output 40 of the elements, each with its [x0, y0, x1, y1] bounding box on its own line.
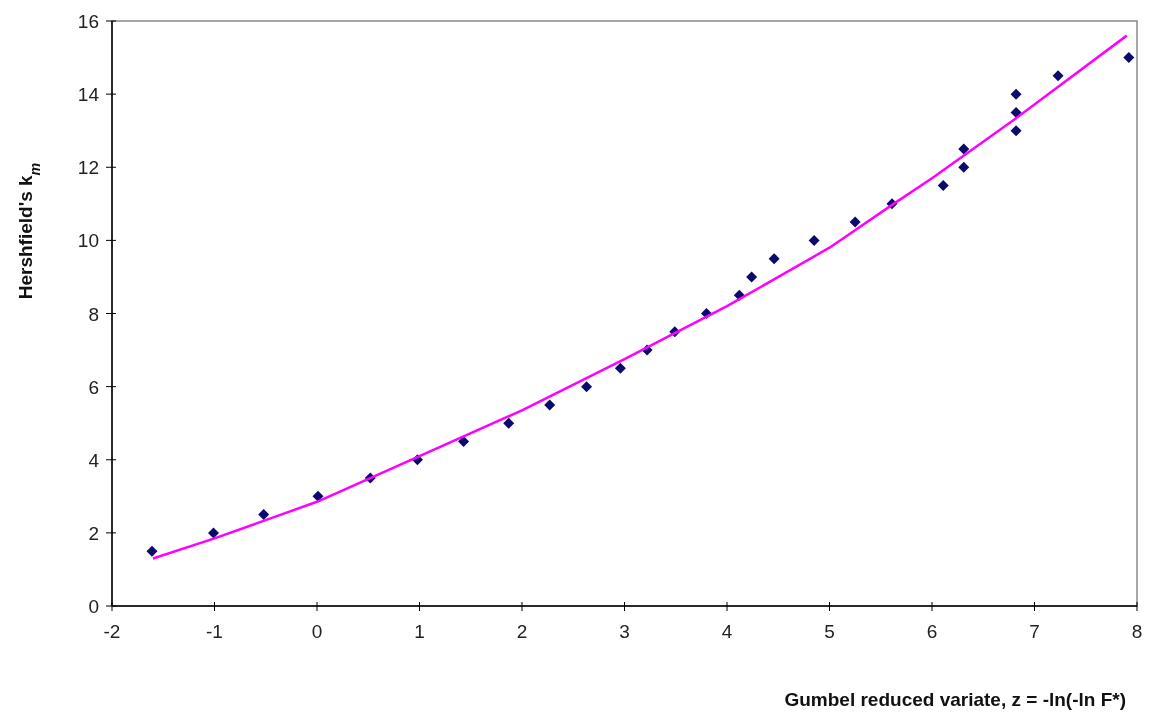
point — [544, 399, 556, 411]
point — [503, 417, 515, 429]
y-tick-label: 10 — [77, 230, 99, 252]
point — [581, 381, 593, 393]
x-tick-label: 2 — [516, 621, 528, 642]
point — [1010, 125, 1022, 137]
x-tick-label: 5 — [824, 621, 835, 642]
point — [849, 216, 861, 228]
point — [1010, 106, 1022, 118]
x-axis-title: Gumbel reduced variate, z = -ln(-ln F*) — [784, 689, 1126, 710]
point — [958, 143, 970, 155]
point — [614, 362, 626, 374]
point — [1010, 88, 1022, 100]
y-tick-label: 0 — [88, 596, 99, 617]
point — [1052, 70, 1064, 82]
y-tick-label: 6 — [88, 376, 99, 398]
point — [768, 253, 780, 265]
x-tick-label: -2 — [103, 621, 121, 642]
y-tick-label: 14 — [77, 84, 100, 106]
point — [937, 180, 949, 192]
point — [146, 545, 158, 557]
point — [746, 271, 758, 283]
x-tick-label: 7 — [1029, 621, 1040, 642]
x-tick-label: 0 — [311, 621, 323, 642]
x-tick-label: 1 — [414, 621, 425, 642]
x-tick-label: -1 — [206, 621, 223, 642]
point — [958, 161, 970, 173]
x-tick-label: 3 — [619, 621, 630, 642]
point — [258, 509, 270, 521]
point — [1123, 52, 1135, 64]
y-tick-label: 2 — [88, 522, 99, 544]
x-tick-label: 6 — [926, 621, 938, 642]
y-tick-label: 4 — [88, 449, 100, 471]
y-tick-label: 8 — [88, 303, 99, 325]
y-tick-label: 12 — [77, 157, 99, 179]
x-tick-label: 8 — [1131, 621, 1143, 642]
y-tick-label: 16 — [77, 11, 99, 32]
point — [808, 234, 820, 246]
x-tick-label: 4 — [721, 621, 733, 642]
point — [207, 527, 219, 539]
